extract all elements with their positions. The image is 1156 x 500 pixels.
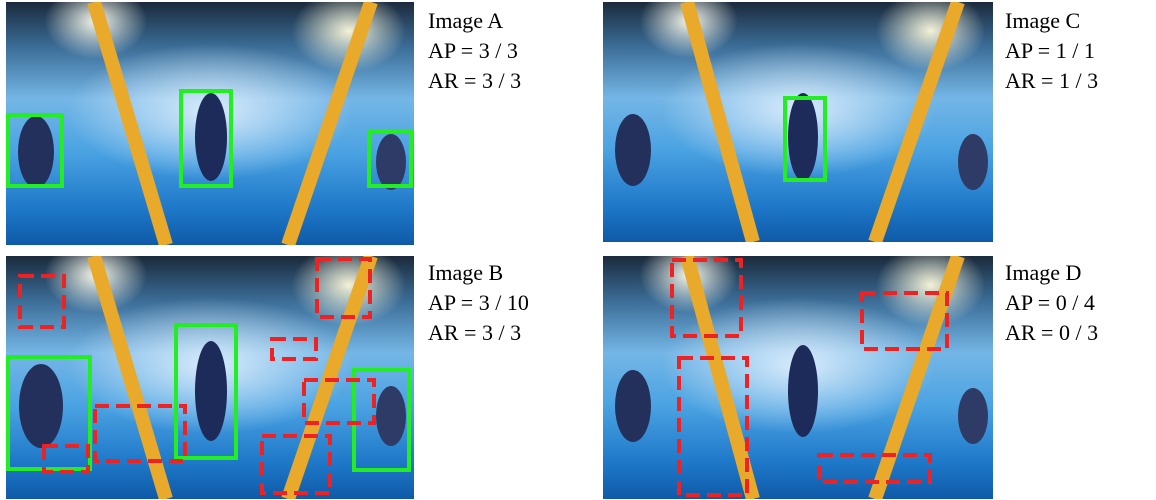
true-positive-box [367,129,413,188]
swimmer-center [195,341,227,441]
true-positive-box [783,96,827,182]
lane-rope-right [281,2,378,245]
caption-c: Image C AP = 1 / 1 AR = 1 / 3 [1005,6,1098,96]
false-positive-box [670,258,743,338]
ap-value: AP = 0 / 4 [1005,290,1095,315]
swimmer-center [788,93,818,181]
caption-b: Image B AP = 3 / 10 AR = 3 / 3 [428,258,529,348]
ap-value: AP = 1 / 1 [1005,38,1095,63]
false-positive-box [860,291,949,351]
swimming-photo-a [6,2,414,245]
detection-overlay-a [6,2,413,245]
true-positive-box [179,89,233,188]
panel-title: Image A [428,8,504,33]
lane-rope-left [87,256,173,499]
ap-value: AP = 3 / 10 [428,290,529,315]
false-positive-box [302,378,376,425]
true-positive-box [352,368,411,472]
true-positive-box [6,355,92,471]
false-positive-box [817,453,932,484]
false-positive-box [315,257,372,319]
lane-rope-right [868,2,965,242]
caption-d: Image D AP = 0 / 4 AR = 0 / 3 [1005,258,1098,348]
true-positive-box [6,113,64,188]
swimmer-right [958,134,988,190]
swimmer-right [958,388,988,444]
false-positive-box [93,404,187,463]
swimming-photo-d [603,256,993,499]
false-positive-box [18,274,66,329]
swimmer-center [195,93,227,181]
lane-rope-left [680,2,760,242]
false-positive-box [260,434,332,495]
swimming-photo-b [6,256,414,499]
swimming-photo-c [603,2,993,242]
swimmer-left [615,114,651,186]
swimmer-right [376,134,406,190]
detection-overlay-d [615,256,988,499]
caption-a: Image A AP = 3 / 3 AR = 3 / 3 [428,6,521,96]
ap-value: AP = 3 / 3 [428,38,518,63]
false-positive-box [270,337,318,361]
detection-overlay-b [6,256,411,499]
ar-value: AR = 0 / 3 [1005,320,1099,345]
panel-title: Image D [1005,260,1082,285]
ar-value: AR = 3 / 3 [428,68,522,93]
swimmer-center [788,345,818,437]
false-positive-box [677,356,749,497]
lane-rope-left [87,2,173,245]
false-positive-box [42,444,90,474]
swimmer-left [18,116,54,188]
panel-title: Image B [428,260,504,285]
lane-rope-left [680,256,760,499]
lane-rope-right [868,256,965,499]
panel-title: Image C [1005,8,1081,33]
swimmer-left [615,370,651,442]
ar-value: AR = 1 / 3 [1005,68,1099,93]
true-positive-box [174,323,238,460]
swimmer-right [376,386,406,446]
detection-overlay-c [615,2,988,242]
lane-rope-right [281,256,378,499]
ar-value: AR = 3 / 3 [428,320,522,345]
swimmer-left [19,364,63,448]
